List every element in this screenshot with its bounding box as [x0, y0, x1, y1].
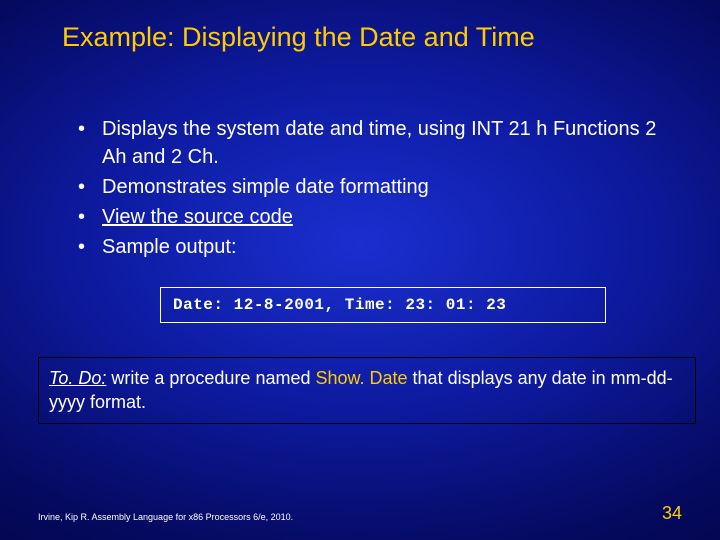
time-label: Time:: [345, 296, 406, 314]
slide: Example: Displaying the Date and Time Di…: [0, 0, 720, 540]
bullet-list: Displays the system date and time, using…: [78, 115, 658, 261]
date-value: 12-8-2001,: [234, 296, 335, 314]
time-value: 23: 01: 23: [405, 296, 506, 314]
todo-label: To. Do:: [49, 368, 106, 388]
slide-title: Example: Displaying the Date and Time: [0, 0, 720, 53]
page-number: 34: [662, 503, 682, 524]
source-code-link[interactable]: View the source code: [102, 206, 293, 228]
bullet-item: Demonstrates simple date formatting: [78, 173, 658, 201]
bullet-item: Displays the system date and time, using…: [78, 115, 658, 171]
todo-box: To. Do: write a procedure named Show. Da…: [38, 357, 696, 424]
bullet-item: Sample output:: [78, 233, 658, 261]
sample-output-box: Date: 12-8-2001, Time: 23: 01: 23: [160, 287, 606, 323]
todo-text-pre: write a procedure named: [106, 368, 315, 388]
footer-citation: Irvine, Kip R. Assembly Language for x86…: [38, 512, 293, 522]
bullet-item: View the source code: [78, 203, 658, 231]
todo-proc-name: Show. Date: [315, 368, 407, 388]
date-label: Date:: [173, 296, 234, 314]
gap: [335, 296, 345, 314]
